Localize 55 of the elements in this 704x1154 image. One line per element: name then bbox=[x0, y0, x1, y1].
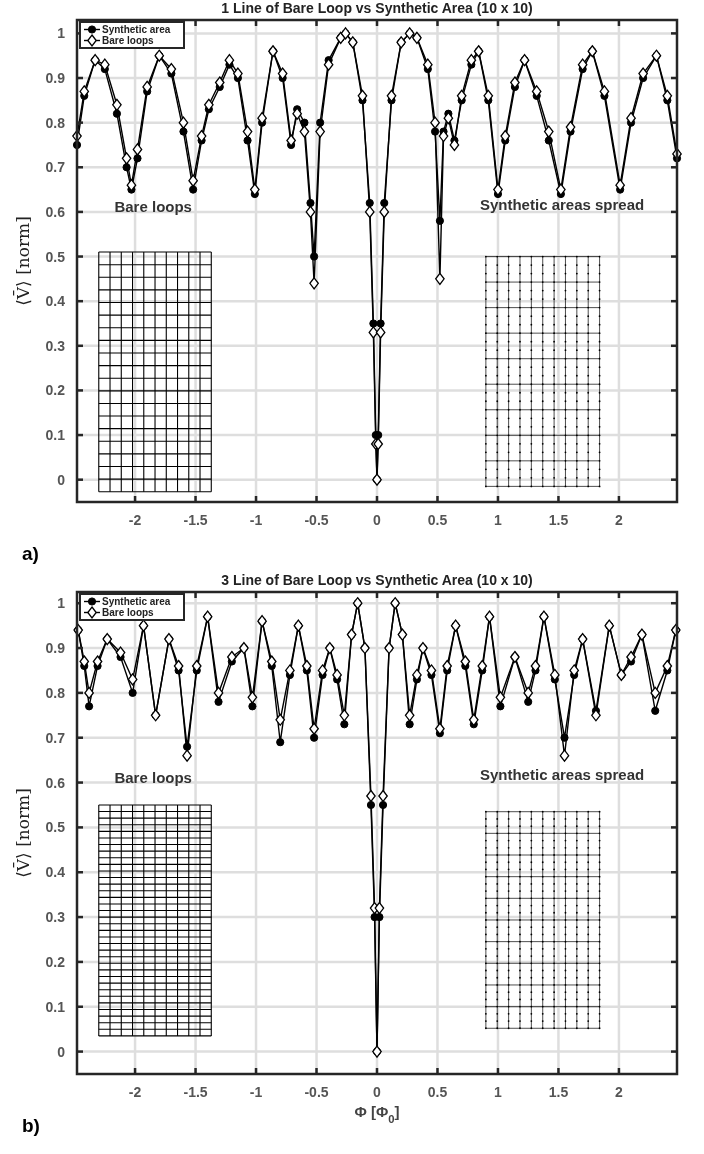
x-tick-label: -1 bbox=[249, 512, 263, 528]
x-tick-label: -0.5 bbox=[304, 1084, 329, 1100]
x-tick-label: -1 bbox=[249, 1084, 263, 1100]
x-tick-label: -2 bbox=[128, 512, 142, 528]
annotation: Bare loops bbox=[114, 768, 192, 786]
x-tick-label: 2 bbox=[615, 512, 624, 528]
y-tick-label: 0.4 bbox=[45, 293, 66, 310]
x-tick-label: -0.5 bbox=[304, 512, 329, 528]
y-axis-title: ⟨V̄⟩ [norm] bbox=[11, 216, 33, 306]
y-tick-label: 0 bbox=[57, 471, 66, 488]
annotation: Synthetic areas spread bbox=[479, 766, 645, 784]
x-tick-label: -1.5 bbox=[183, 1084, 208, 1100]
x-tick-label: 0 bbox=[373, 512, 382, 528]
y-tick-label: 0.4 bbox=[45, 864, 66, 881]
y-tick-label: 0.2 bbox=[45, 382, 66, 399]
x-tick-label: 1.5 bbox=[548, 1084, 569, 1100]
y-tick-label: 0.9 bbox=[45, 70, 66, 87]
x-tick-label: 0 bbox=[373, 1084, 382, 1100]
x-tick-label: 1.5 bbox=[548, 512, 569, 528]
y-tick-label: 1 bbox=[57, 25, 66, 42]
y-tick-label: 0.9 bbox=[45, 640, 66, 657]
x-tick-label: 2 bbox=[615, 1084, 624, 1100]
y-tick-label: 0 bbox=[57, 1043, 66, 1060]
y-tick-label: 0.1 bbox=[45, 427, 66, 444]
y-tick-label: 0.6 bbox=[45, 203, 66, 220]
y-tick-label: 0.1 bbox=[45, 998, 66, 1015]
x-tick-label: 0.5 bbox=[427, 1084, 448, 1100]
y-tick-label: 0.7 bbox=[45, 729, 66, 746]
y-tick-label: 0.8 bbox=[45, 114, 66, 131]
y-tick-label: 0.2 bbox=[45, 953, 66, 970]
legend-label: Bare loops bbox=[102, 607, 155, 618]
x-tick-label: 1 bbox=[494, 1084, 503, 1100]
y-tick-label: 0.7 bbox=[45, 159, 66, 176]
x-tick-label: -2 bbox=[128, 1084, 142, 1100]
legend-label: Synthetic area bbox=[102, 24, 171, 35]
y-tick-label: 0.3 bbox=[45, 337, 66, 354]
chart-title: 3 Line of Bare Loop vs Synthetic Area (10 x 10) bbox=[221, 572, 533, 588]
legend-label: Synthetic area bbox=[102, 596, 171, 607]
annotation: Synthetic areas spread bbox=[479, 195, 645, 213]
y-tick-label: 0.5 bbox=[45, 248, 66, 265]
y-axis-title: ⟨V̄⟩ [norm] bbox=[11, 788, 33, 878]
y-tick-label: 1 bbox=[57, 595, 66, 612]
x-tick-label: -1.5 bbox=[183, 512, 208, 528]
text: a) bbox=[22, 543, 39, 564]
y-tick-label: 0.8 bbox=[45, 684, 66, 701]
y-tick-label: 0.6 bbox=[45, 774, 66, 791]
chart-title: 1 Line of Bare Loop vs Synthetic Area (10 x 10) bbox=[221, 0, 533, 16]
y-tick-label: 0.3 bbox=[45, 909, 66, 926]
legend-label: Bare loops bbox=[102, 35, 155, 46]
text: b) bbox=[22, 1115, 40, 1136]
annotation: Bare loops bbox=[114, 197, 192, 215]
x-tick-label: 1 bbox=[494, 512, 503, 528]
x-tick-label: 0.5 bbox=[427, 512, 448, 528]
x-axis-title: Φ [Φ$_{0}$] bbox=[354, 1103, 400, 1125]
y-tick-label: 0.5 bbox=[45, 819, 66, 836]
